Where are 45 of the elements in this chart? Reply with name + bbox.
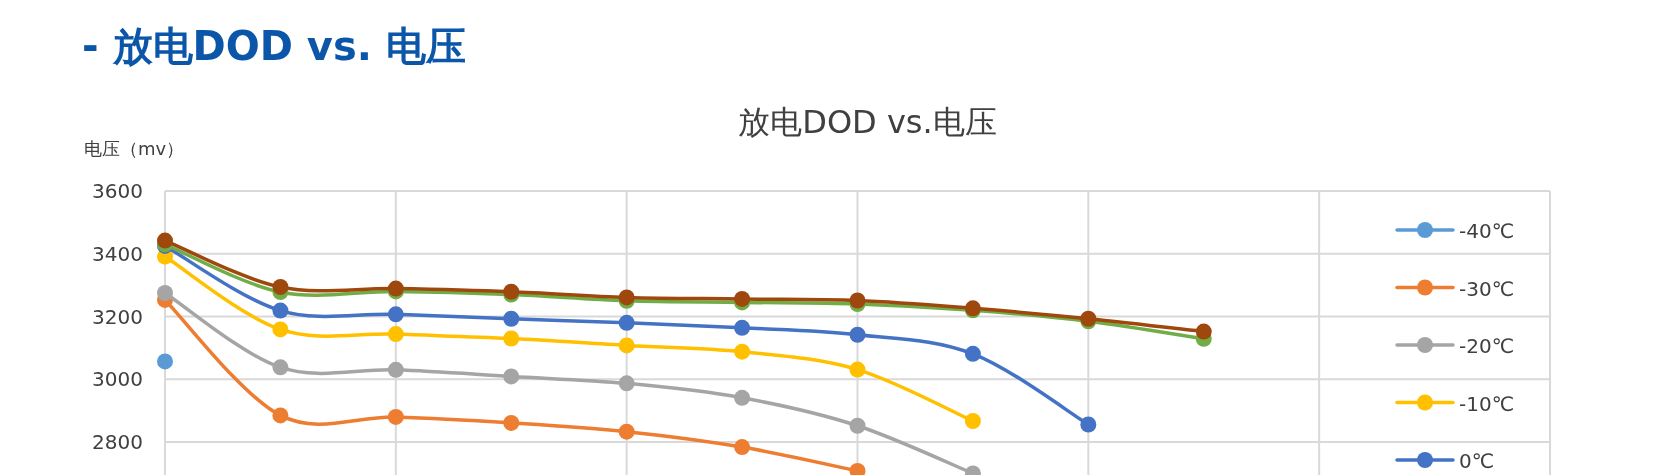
point xyxy=(618,337,635,354)
chart-subtitle: 放电DOD vs.电压 xyxy=(738,103,997,141)
point xyxy=(618,375,635,392)
y-tick-label: 3400 xyxy=(92,241,143,266)
point xyxy=(387,326,404,343)
point xyxy=(503,330,520,347)
point xyxy=(503,368,520,385)
point xyxy=(734,389,751,406)
legend-label: 0℃ xyxy=(1459,449,1495,473)
point xyxy=(503,414,520,431)
y-tick-label: 3000 xyxy=(92,367,143,392)
point xyxy=(503,310,520,327)
point xyxy=(734,343,751,360)
point xyxy=(849,361,866,378)
point xyxy=(734,290,751,307)
point xyxy=(387,361,404,378)
point xyxy=(387,306,404,323)
y-axis-title: 电压（mv） xyxy=(84,138,185,159)
point xyxy=(387,408,404,425)
legend-label: -20℃ xyxy=(1459,334,1515,358)
point xyxy=(734,439,751,456)
point xyxy=(849,417,866,434)
point xyxy=(1195,323,1212,340)
point xyxy=(964,413,981,430)
chart-title: - 放电DOD vs. 电压 xyxy=(82,23,466,69)
y-tick-label: 3200 xyxy=(92,304,143,329)
point xyxy=(157,284,173,301)
point xyxy=(272,279,289,296)
point xyxy=(849,326,866,343)
point xyxy=(964,345,981,362)
point xyxy=(157,232,173,249)
legend-label: -10℃ xyxy=(1459,391,1515,416)
point xyxy=(734,319,751,336)
point xyxy=(272,321,289,338)
point xyxy=(618,423,635,440)
point xyxy=(272,359,289,376)
y-tick-label: 2800 xyxy=(92,430,143,455)
point xyxy=(272,302,289,319)
y-tick-label: 3600 xyxy=(92,179,143,203)
point xyxy=(618,314,635,331)
point xyxy=(157,353,173,370)
point xyxy=(1080,416,1097,433)
legend-label: -30℃ xyxy=(1459,276,1515,301)
point xyxy=(272,407,289,424)
legend-label: -40℃ xyxy=(1459,219,1515,243)
